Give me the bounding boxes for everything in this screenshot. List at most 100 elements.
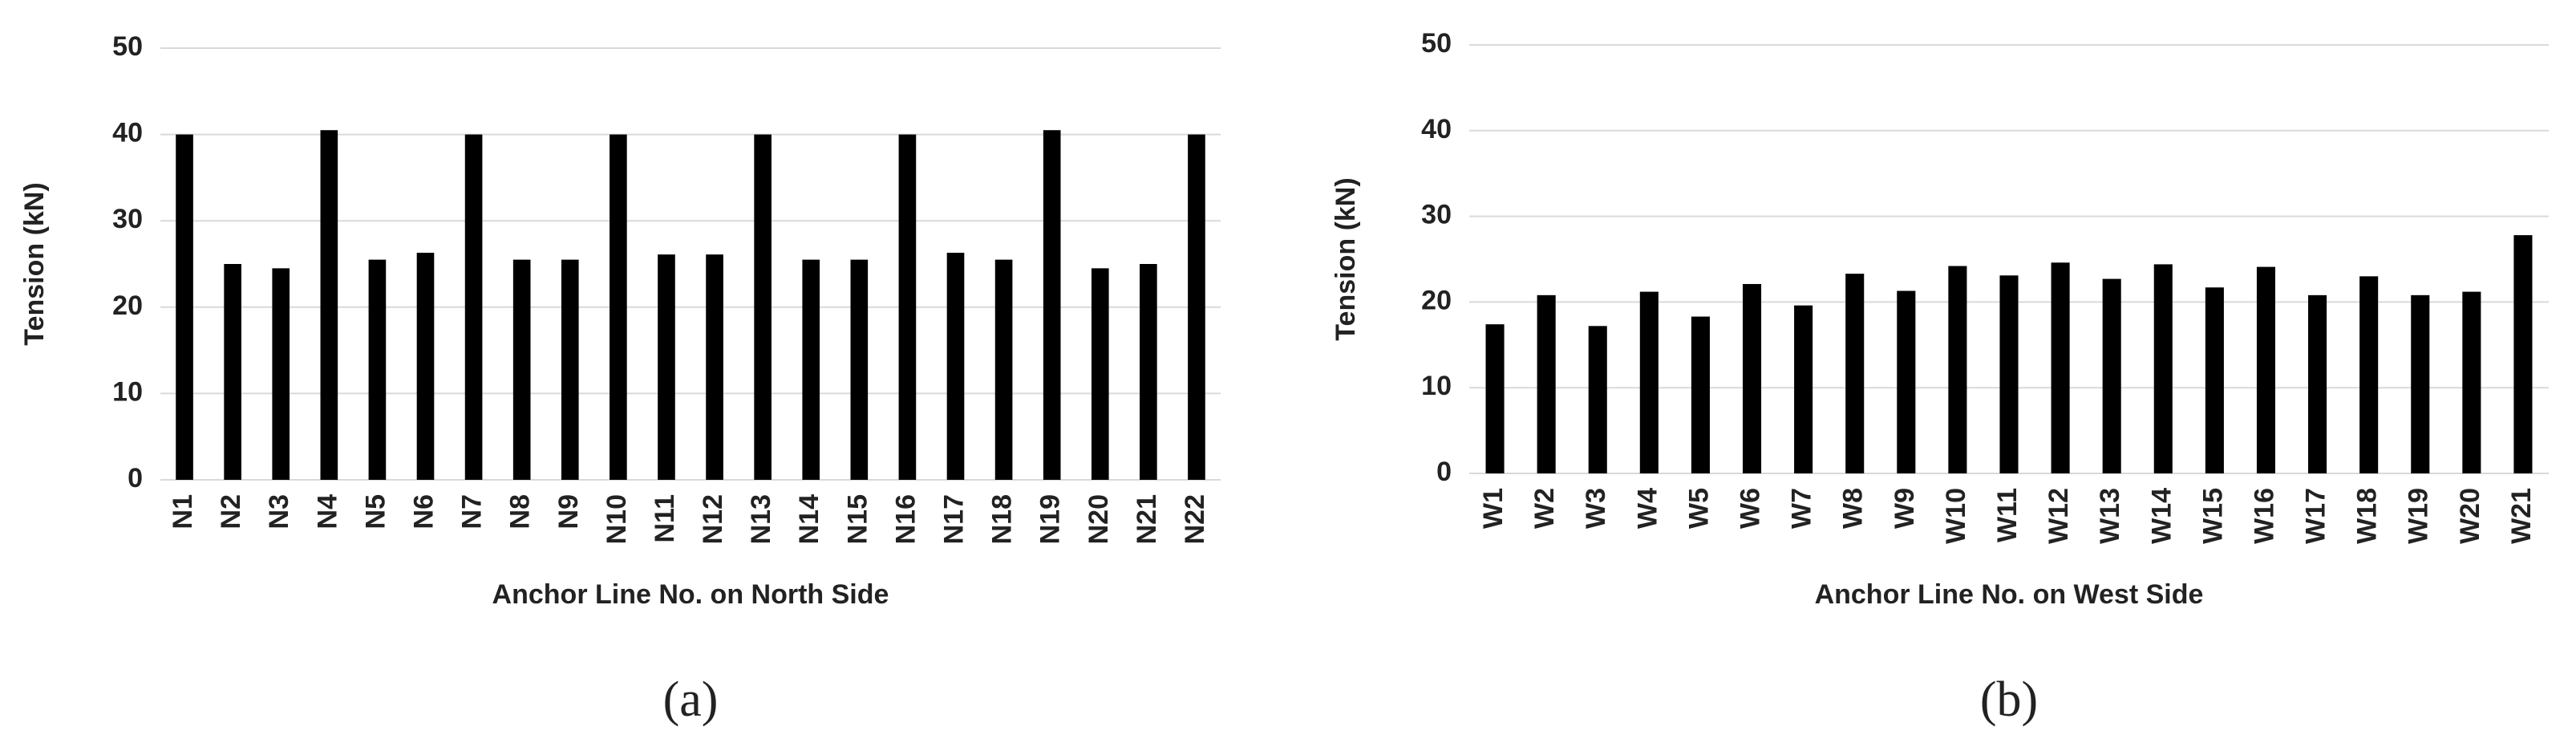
- y-tick-label: 10: [112, 376, 143, 407]
- x-tick-label: N1: [168, 494, 198, 529]
- y-tick-label: 30: [1421, 200, 1452, 230]
- y-tick-label: 30: [112, 204, 143, 234]
- bar: [2051, 262, 2070, 473]
- bar: [1742, 283, 1762, 473]
- x-tick-label: W3: [1581, 488, 1611, 529]
- bar: [2411, 294, 2430, 473]
- bar: [658, 254, 675, 480]
- x-tick-label: N7: [457, 494, 488, 529]
- y-tick-label: 10: [1421, 371, 1452, 401]
- x-axis-title: Anchor Line No. on West Side: [1815, 579, 2204, 610]
- bar: [1999, 275, 2019, 473]
- y-axis-title: Tension (kN): [19, 182, 50, 345]
- bar: [802, 259, 820, 480]
- x-tick-label: N18: [987, 494, 1018, 544]
- bar: [320, 130, 338, 480]
- bar: [1140, 264, 1157, 480]
- x-tick-label: W16: [2249, 488, 2279, 544]
- x-tick-label: N11: [650, 494, 680, 543]
- bar: [754, 134, 772, 480]
- bar: [610, 134, 627, 480]
- x-tick-label: N17: [938, 494, 969, 544]
- bar: [2256, 266, 2276, 473]
- bar: [1691, 316, 1710, 473]
- bar: [2359, 276, 2379, 473]
- bar: [1794, 305, 1813, 473]
- x-tick-label: N9: [553, 494, 584, 529]
- x-tick-label: W19: [2404, 488, 2434, 544]
- x-tick-label: W21: [2506, 488, 2537, 544]
- x-tick-label: W8: [1838, 488, 1869, 529]
- caption: (b): [1980, 672, 2038, 727]
- x-tick-label: N6: [408, 494, 439, 529]
- bar: [272, 268, 290, 480]
- bar: [1485, 324, 1505, 473]
- bar: [561, 259, 579, 480]
- y-tick-label: 0: [1436, 457, 1452, 487]
- x-tick-label: W6: [1736, 488, 1766, 529]
- x-tick-label: N22: [1180, 494, 1210, 544]
- x-tick-label: N12: [698, 494, 728, 544]
- x-tick-label: W12: [2043, 488, 2074, 544]
- x-tick-label: N16: [890, 494, 921, 544]
- bar: [2308, 294, 2327, 473]
- bar: [176, 134, 193, 480]
- x-tick-label: W15: [2197, 488, 2228, 544]
- x-tick-label: W10: [1941, 488, 1971, 544]
- y-tick-label: 20: [1421, 285, 1452, 315]
- x-tick-label: W4: [1632, 488, 1663, 529]
- bar: [512, 259, 531, 480]
- bar: [994, 259, 1013, 480]
- bar: [1537, 294, 1556, 473]
- bar: [946, 253, 965, 480]
- x-tick-label: N5: [360, 494, 391, 529]
- y-tick-label: 40: [1421, 114, 1452, 144]
- x-tick-label: W7: [1787, 488, 1817, 529]
- x-tick-label: W11: [1992, 488, 2023, 542]
- y-tick-label: 50: [1421, 28, 1452, 59]
- x-tick-label: N20: [1083, 494, 1114, 544]
- x-tick-label: W20: [2455, 488, 2485, 544]
- x-tick-label: N10: [601, 494, 632, 544]
- x-tick-label: W14: [2146, 488, 2177, 544]
- caption: (a): [663, 672, 719, 727]
- bar: [2462, 291, 2481, 473]
- x-axis-title: Anchor Line No. on North Side: [492, 579, 889, 610]
- bar: [1845, 274, 1865, 473]
- y-tick-label: 40: [112, 118, 143, 148]
- bar: [1091, 268, 1109, 480]
- bar: [1639, 291, 1659, 473]
- x-tick-label: W13: [2095, 488, 2125, 544]
- x-tick-label: W5: [1683, 488, 1714, 529]
- y-tick-label: 50: [112, 31, 143, 62]
- y-tick-label: 0: [128, 463, 143, 493]
- x-tick-label: N15: [842, 494, 873, 544]
- x-tick-label: N21: [1132, 494, 1162, 544]
- bar: [416, 253, 435, 480]
- bar: [1588, 326, 1607, 473]
- bar: [1043, 130, 1061, 480]
- bar: [2205, 287, 2224, 473]
- x-tick-label: W2: [1529, 488, 1560, 529]
- bar: [1897, 290, 1916, 473]
- x-tick-label: W1: [1478, 488, 1509, 529]
- x-tick-label: W9: [1889, 488, 1920, 529]
- bar: [2513, 235, 2533, 473]
- bar: [224, 264, 241, 480]
- bar: [464, 134, 483, 480]
- bar: [1948, 266, 1967, 473]
- bar: [368, 259, 387, 480]
- x-tick-label: N8: [505, 494, 536, 529]
- bar: [706, 254, 723, 480]
- bar: [2102, 278, 2121, 473]
- bar: [898, 134, 917, 480]
- x-tick-label: N19: [1035, 494, 1066, 544]
- bar: [1188, 134, 1205, 480]
- bar: [850, 259, 869, 480]
- x-tick-label: N2: [216, 494, 246, 529]
- x-tick-label: W18: [2352, 488, 2383, 544]
- x-tick-label: N4: [312, 494, 342, 530]
- bar: [2153, 264, 2173, 473]
- x-tick-label: W17: [2301, 488, 2331, 544]
